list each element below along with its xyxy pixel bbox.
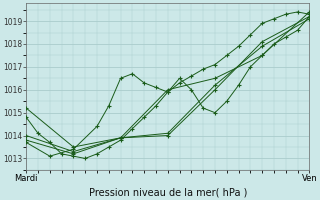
X-axis label: Pression niveau de la mer( hPa ): Pression niveau de la mer( hPa ) (89, 187, 247, 197)
